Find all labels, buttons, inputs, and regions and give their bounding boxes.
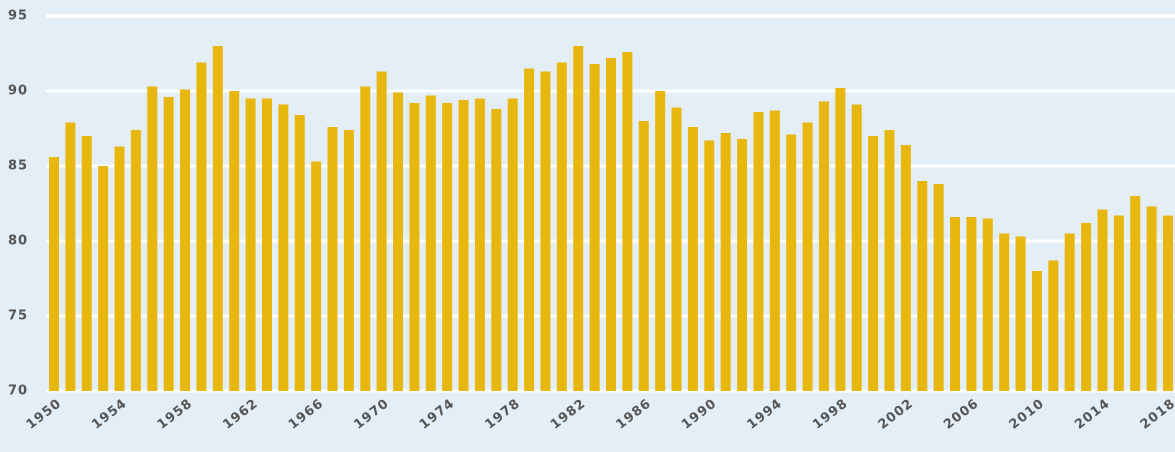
- bar: [1130, 196, 1141, 391]
- bar: [278, 104, 289, 391]
- y-tick-label: 95: [8, 9, 28, 24]
- bar: [737, 139, 748, 391]
- bar: [458, 100, 469, 391]
- y-tick-label: 70: [8, 384, 28, 399]
- bar: [950, 217, 961, 391]
- bar: [425, 95, 436, 391]
- y-tick-label: 80: [8, 234, 28, 249]
- y-tick-label: 90: [8, 84, 28, 99]
- bar: [704, 140, 715, 391]
- bar: [474, 98, 485, 391]
- bar: [507, 98, 518, 391]
- bar: [982, 218, 993, 391]
- bar: [1081, 223, 1092, 391]
- bar: [65, 122, 76, 391]
- bar: [1163, 215, 1173, 391]
- bar: [311, 161, 322, 391]
- bar: [540, 71, 551, 391]
- bar: [229, 91, 240, 391]
- bar: [163, 97, 174, 391]
- bar: [573, 46, 584, 391]
- bar: [966, 217, 977, 391]
- bar: [1146, 206, 1157, 391]
- bar: [245, 98, 256, 391]
- bar: [524, 68, 535, 391]
- bar: [622, 52, 633, 391]
- bar: [556, 62, 567, 391]
- bar: [687, 127, 698, 391]
- bar: [638, 121, 649, 391]
- bar: [786, 134, 797, 391]
- bar: [81, 136, 92, 391]
- bar: [212, 46, 223, 391]
- bar: [130, 130, 141, 391]
- bar: [49, 157, 59, 391]
- bar: [802, 122, 813, 391]
- bar: [343, 130, 354, 391]
- bar: [1015, 236, 1026, 391]
- bar: [1113, 215, 1124, 391]
- bar: [196, 62, 207, 391]
- bar: [294, 115, 305, 391]
- bar: [900, 145, 911, 391]
- bar: [261, 98, 272, 391]
- bar: [835, 88, 846, 391]
- bar: [753, 112, 764, 391]
- bar: [868, 136, 879, 391]
- bar: [851, 104, 862, 391]
- bar: [442, 103, 453, 391]
- bar: [491, 109, 502, 391]
- bar: [720, 133, 731, 391]
- bar: [1031, 271, 1042, 391]
- bar: [589, 64, 600, 391]
- bar: [409, 103, 420, 391]
- bar: [360, 86, 371, 391]
- bar: [671, 107, 682, 391]
- bar: [1097, 209, 1108, 391]
- bar: [917, 181, 928, 391]
- bar: [999, 233, 1010, 391]
- bar: [98, 166, 109, 391]
- bar: [884, 130, 895, 391]
- bar: [818, 101, 829, 391]
- bar: [606, 58, 616, 391]
- bar: [147, 86, 158, 391]
- y-tick-label: 85: [8, 159, 28, 174]
- y-tick-label: 75: [8, 309, 28, 324]
- bar: [769, 110, 780, 391]
- bar: [114, 146, 125, 391]
- bar: [180, 89, 191, 391]
- bar: [393, 92, 404, 391]
- bar: [655, 91, 666, 391]
- bar: [376, 71, 387, 391]
- bar: [933, 184, 944, 391]
- bar: [1064, 233, 1075, 391]
- bar: [327, 127, 338, 391]
- bar: [1048, 260, 1059, 391]
